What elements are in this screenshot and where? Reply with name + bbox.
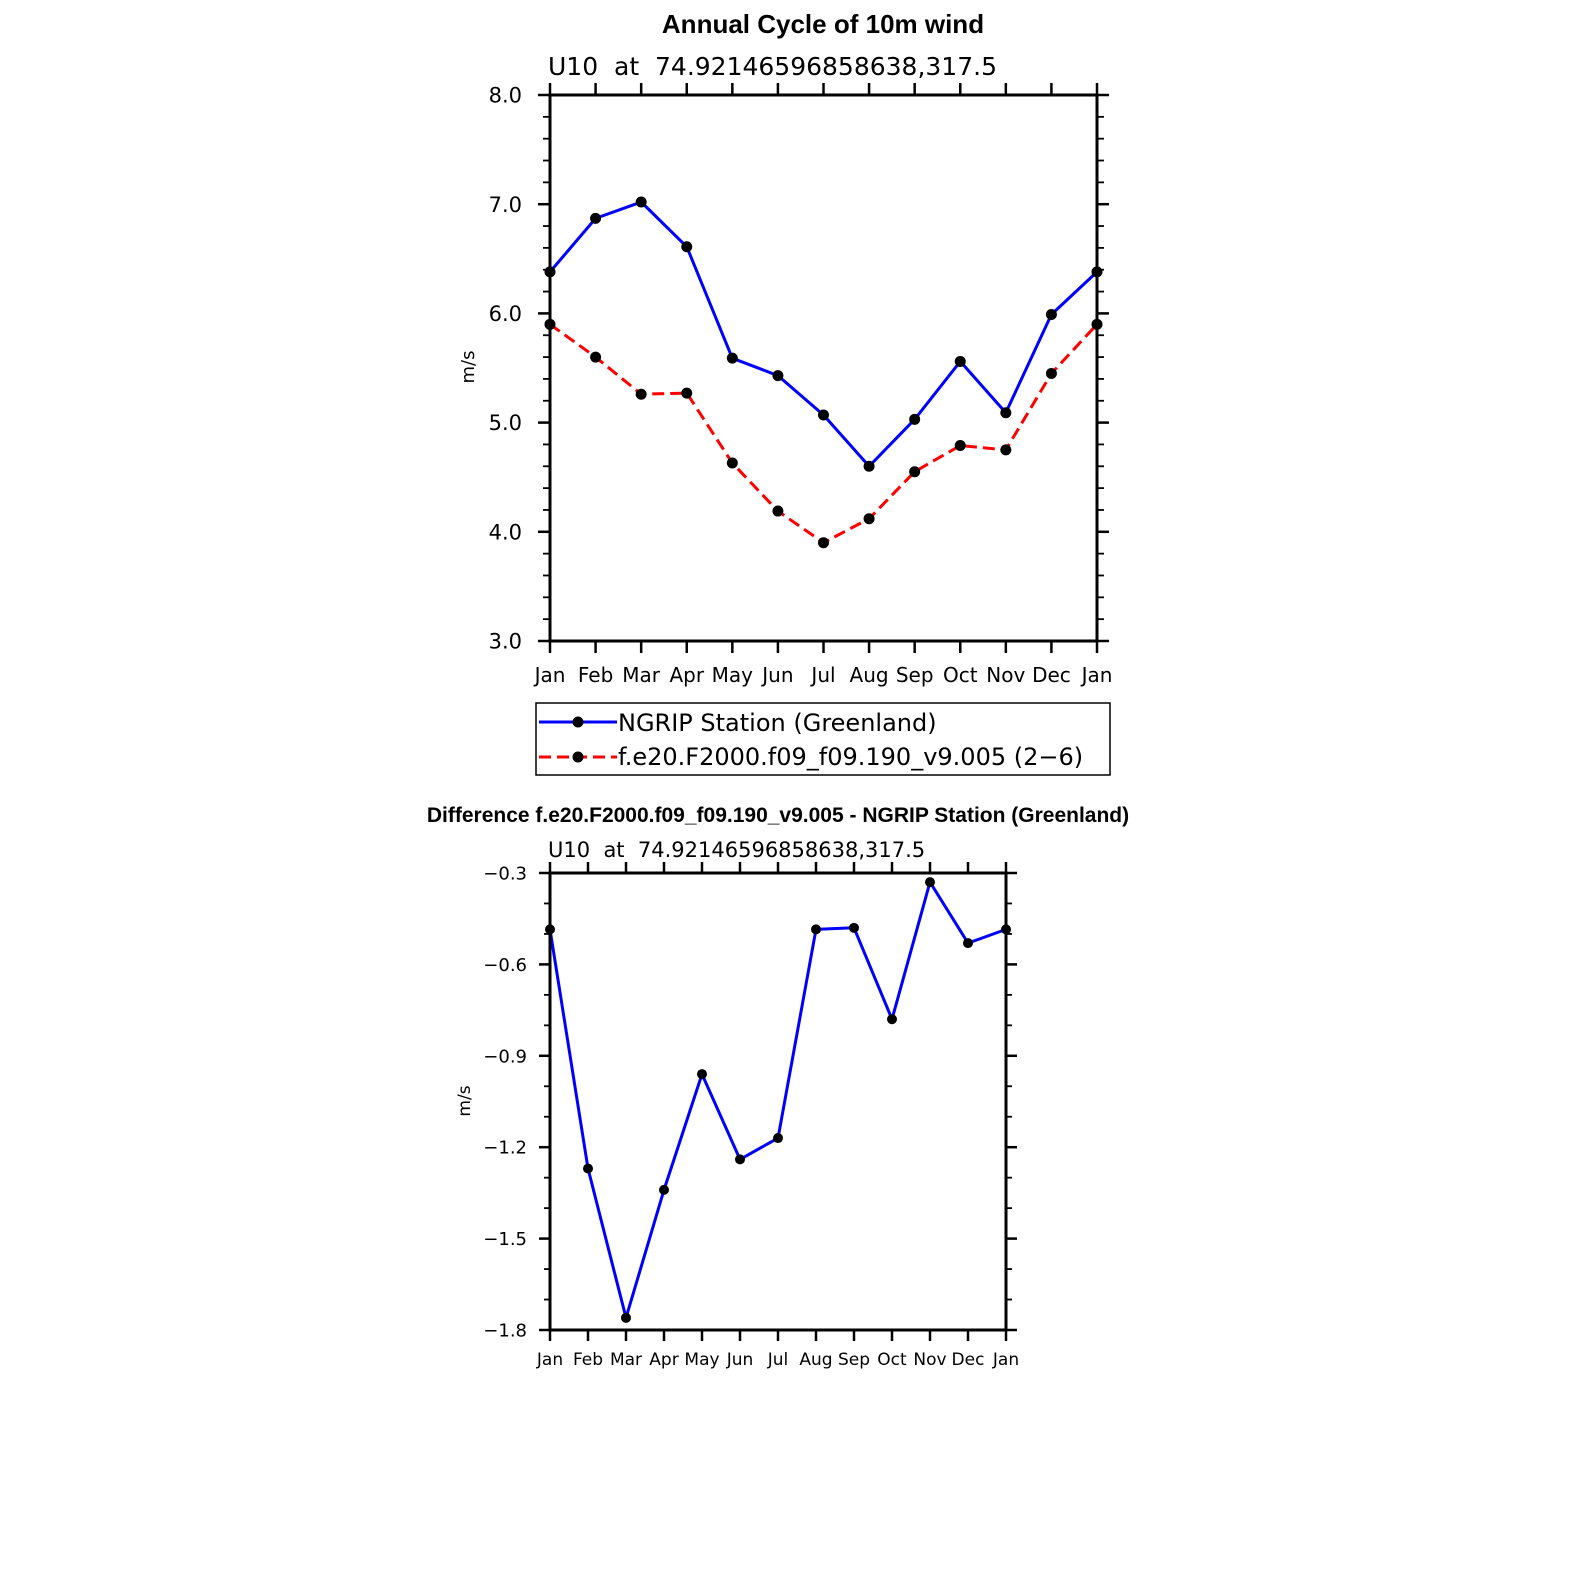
legend-marker-model xyxy=(572,751,584,763)
legend: NGRIP Station (Greenland) f.e20.F2000.f0… xyxy=(535,702,1111,776)
data-point xyxy=(773,1133,783,1144)
x-tick-label: May xyxy=(712,663,754,687)
annual-cycle-chart: Annual Cycle of 10m wind U10 at 74.92146… xyxy=(458,9,1113,776)
x-tick-label: Aug xyxy=(799,1350,832,1370)
data-point xyxy=(925,877,935,888)
x-tick-label: Nov xyxy=(913,1350,946,1370)
data-point xyxy=(659,1184,669,1195)
legend-box xyxy=(535,702,1111,776)
axes-ticks xyxy=(539,862,1017,1341)
chart-title: Difference f.e20.F2000.f09_f09.190_v9.00… xyxy=(427,804,1129,827)
y-tick-label: −0.3 xyxy=(483,863,527,884)
data-point xyxy=(818,537,829,549)
y-tick-label: 7.0 xyxy=(489,193,522,217)
x-tick-label: Mar xyxy=(610,1350,642,1370)
tick-labels: Jan Feb Mar Apr May Jun Jul Aug Sep Oct Nov Dec Jan−… xyxy=(483,863,1019,1370)
data-point xyxy=(887,1014,897,1025)
y-tick-label: −0.9 xyxy=(483,1046,527,1067)
data-point xyxy=(697,1069,707,1080)
x-tick-label: Jan xyxy=(533,663,566,687)
y-tick-label: −1.2 xyxy=(483,1138,527,1159)
series-layer xyxy=(545,877,1011,1323)
x-tick-label: Jan xyxy=(1080,663,1113,687)
x-tick-label: Dec xyxy=(1032,663,1071,687)
data-point xyxy=(863,513,875,525)
y-tick-label: 8.0 xyxy=(489,84,522,108)
data-point xyxy=(909,466,921,478)
data-point xyxy=(954,355,966,367)
chart-subtitle: U10 at 74.92146596858638,317.5 xyxy=(548,52,997,81)
data-point xyxy=(772,505,784,517)
data-point xyxy=(726,352,738,364)
x-tick-label: Jan xyxy=(992,1350,1019,1370)
x-tick-label: Apr xyxy=(669,663,704,687)
chart-subtitle: U10 at 74.92146596858638,317.5 xyxy=(548,838,925,862)
plot-frame xyxy=(548,871,1008,1332)
y-tick-label: −1.5 xyxy=(483,1229,527,1250)
data-point xyxy=(1045,308,1057,320)
data-point xyxy=(681,241,693,253)
y-tick-label: −1.8 xyxy=(483,1320,527,1341)
x-tick-label: Aug xyxy=(850,663,889,687)
data-point xyxy=(1045,367,1057,379)
tick-labels: Jan Feb Mar Apr May Jun Jul Aug Sep Oct Nov Dec Jan 3… xyxy=(489,84,1113,687)
plot-frame xyxy=(548,93,1099,643)
chart-title: Annual Cycle of 10m wind xyxy=(662,9,984,39)
data-point xyxy=(963,938,973,949)
x-tick-label: Feb xyxy=(573,1350,603,1370)
y-tick-label: 4.0 xyxy=(489,520,522,544)
data-point xyxy=(811,924,821,935)
x-tick-label: Jul xyxy=(809,663,835,687)
data-point xyxy=(772,370,784,382)
series-line-1 xyxy=(548,880,1007,1320)
legend-label-ngrip: NGRIP Station (Greenland) xyxy=(618,709,937,737)
x-tick-label: Sep xyxy=(838,1350,870,1370)
x-tick-label: Apr xyxy=(649,1350,678,1370)
data-point xyxy=(735,1154,745,1165)
series-line-2 xyxy=(549,323,1099,545)
x-tick-label: May xyxy=(684,1350,719,1370)
x-tick-label: Oct xyxy=(943,663,978,687)
data-point xyxy=(621,1312,631,1323)
data-point xyxy=(1000,444,1012,456)
axes-ticks xyxy=(538,83,1109,653)
x-tick-label: Oct xyxy=(877,1350,907,1370)
x-tick-label: Jul xyxy=(767,1350,789,1370)
data-point xyxy=(1000,407,1012,419)
x-tick-label: Jun xyxy=(760,663,793,687)
x-tick-label: Feb xyxy=(578,663,613,687)
data-point xyxy=(635,388,647,400)
series-line-1 xyxy=(548,200,1099,468)
x-tick-label: Dec xyxy=(952,1350,985,1370)
y-tick-label: 3.0 xyxy=(489,630,522,654)
y-axis-label: m/s xyxy=(458,351,479,384)
difference-chart: Difference f.e20.F2000.f09_f09.190_v9.00… xyxy=(427,804,1129,1370)
data-point xyxy=(954,440,966,452)
data-point xyxy=(590,351,602,363)
data-point xyxy=(681,387,693,399)
y-tick-label: 6.0 xyxy=(489,302,522,326)
x-tick-label: Nov xyxy=(986,663,1025,687)
data-point xyxy=(909,413,921,425)
x-tick-label: Jan xyxy=(536,1350,563,1370)
y-tick-label: −0.6 xyxy=(483,955,527,976)
series-layer xyxy=(544,196,1103,549)
y-axis-label: m/s xyxy=(455,1085,475,1116)
data-point xyxy=(583,1163,593,1174)
data-point xyxy=(849,922,859,933)
x-tick-label: Sep xyxy=(896,663,934,687)
data-point xyxy=(818,409,829,421)
data-point xyxy=(726,457,738,469)
x-tick-label: Mar xyxy=(622,663,661,687)
y-tick-label: 5.0 xyxy=(489,411,522,435)
data-point xyxy=(590,212,602,224)
legend-label-model: f.e20.F2000.f09_f09.190_v9.005 (2−6) xyxy=(618,743,1083,771)
data-point xyxy=(635,196,647,208)
data-point xyxy=(863,460,875,472)
x-tick-label: Jun xyxy=(726,1350,754,1370)
legend-marker-ngrip xyxy=(572,716,584,728)
